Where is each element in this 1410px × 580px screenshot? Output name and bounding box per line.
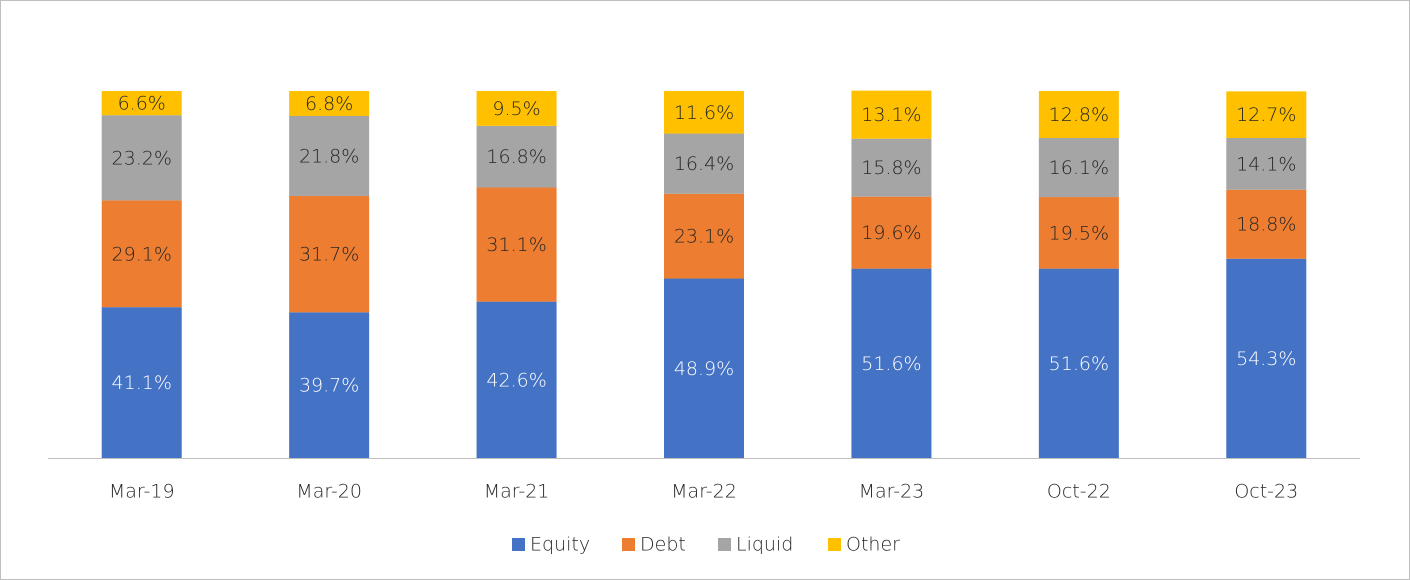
data-label: 29.1% (112, 243, 172, 265)
data-label: 18.8% (1236, 214, 1296, 236)
data-label: 6.6% (118, 93, 166, 115)
data-label: 39.7% (299, 375, 359, 397)
legend-label: Liquid (736, 534, 793, 556)
data-label: 15.8% (861, 157, 921, 179)
bar-segment (664, 193, 744, 279)
bar-segment (289, 195, 370, 313)
bar-segment (476, 301, 557, 458)
data-label: 13.1% (861, 104, 921, 126)
legend-label: Equity (530, 534, 590, 556)
bar-segment (664, 278, 744, 458)
x-tick-label: Oct-22 (1047, 481, 1111, 503)
data-label: 16.1% (1049, 157, 1109, 179)
bar-segment (664, 133, 744, 194)
data-label: 23.2% (112, 147, 172, 169)
bar-segment (851, 138, 932, 197)
bar-segment (1226, 189, 1307, 259)
legend-swatch (512, 538, 525, 551)
bar-segment (1038, 197, 1119, 269)
data-label: 31.1% (486, 234, 546, 256)
bar-segment (851, 90, 932, 139)
data-label: 54.3% (1236, 348, 1296, 370)
bar-segment (1226, 258, 1307, 458)
data-label: 6.8% (305, 93, 353, 115)
bar-segment (476, 187, 557, 302)
data-label: 14.1% (1236, 153, 1296, 175)
x-tick-label: Mar-23 (859, 481, 925, 503)
bar-segment (101, 200, 182, 308)
x-tick-label: Oct-23 (1234, 481, 1298, 503)
data-label: 19.6% (861, 222, 921, 244)
x-tick-label: Mar-20 (296, 481, 362, 503)
data-label: 21.8% (299, 145, 359, 167)
bar-segment (1038, 268, 1119, 458)
x-tick-label: Mar-21 (484, 481, 550, 503)
bar-segment (664, 91, 744, 134)
bar-segment (1038, 137, 1119, 198)
bar-segment (289, 312, 370, 458)
bar-segment (1038, 91, 1119, 138)
data-label: 41.1% (112, 372, 172, 394)
data-label: 16.4% (674, 153, 734, 175)
data-label: 42.6% (486, 369, 546, 391)
bar-segment (476, 91, 557, 126)
legend-swatch (828, 538, 841, 551)
data-label: 12.7% (1236, 104, 1296, 126)
data-label: 51.6% (1049, 353, 1109, 375)
bar-segment (1226, 137, 1307, 190)
bar-segment (289, 115, 370, 196)
data-label: 16.8% (486, 146, 546, 168)
bar-segment (851, 268, 932, 458)
legend-swatch (718, 538, 731, 551)
legend-label: Debt (640, 534, 686, 556)
bar-segment (101, 115, 182, 201)
bar-segment (289, 91, 370, 116)
data-label: 51.6% (861, 353, 921, 375)
legend-swatch (622, 538, 635, 551)
data-label: 31.7% (299, 244, 359, 266)
bar-segment (101, 307, 182, 458)
legend-label: Other (846, 534, 900, 556)
x-tick-label: Mar-19 (109, 481, 175, 503)
bar-segment (476, 125, 557, 188)
data-label: 19.5% (1049, 222, 1109, 244)
bar-segment (851, 196, 932, 269)
data-label: 11.6% (674, 102, 734, 124)
data-label: 48.9% (674, 358, 734, 380)
bar-segment (101, 91, 182, 116)
data-label: 23.1% (674, 226, 734, 248)
x-tick-label: Mar-22 (671, 481, 737, 503)
data-label: 9.5% (492, 98, 540, 120)
bar-segment (1226, 91, 1307, 138)
data-label: 12.8% (1049, 104, 1109, 126)
